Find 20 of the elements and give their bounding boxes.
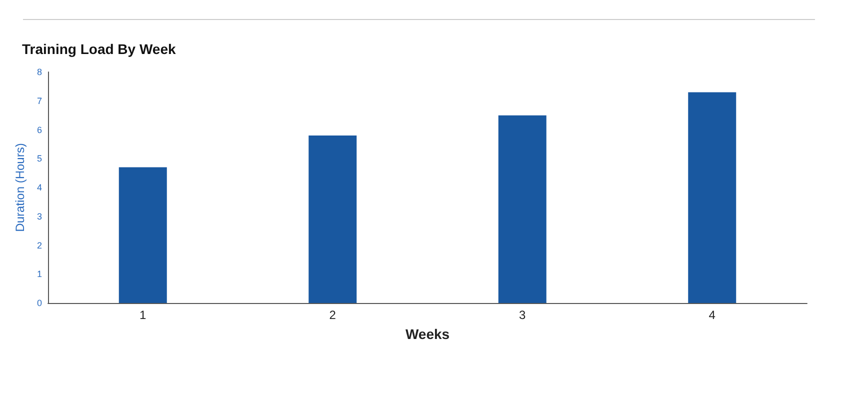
- y-tick-label: 3: [36, 211, 42, 222]
- x-tick-label: 3: [519, 308, 526, 322]
- y-tick-label: 2: [36, 240, 42, 250]
- y-tick-label: 6: [36, 124, 42, 135]
- bar: [688, 92, 736, 303]
- chart-title: Training Load By Week: [22, 41, 176, 57]
- bar: [498, 115, 546, 303]
- x-tick-label: 1: [140, 308, 147, 322]
- y-tick-label: 7: [36, 96, 42, 106]
- y-tick-label: 8: [36, 67, 42, 77]
- bar: [308, 136, 357, 303]
- y-tick-label: 1: [36, 269, 42, 280]
- x-axis-title: Weeks: [405, 326, 450, 342]
- y-tick-label: 0: [36, 298, 42, 308]
- bar: [118, 167, 167, 303]
- y-tick-label: 4: [36, 182, 42, 192]
- y-axis-title: Duration (Hours): [13, 143, 28, 232]
- x-tick-label: 2: [329, 308, 336, 322]
- y-tick-label: 5: [36, 154, 42, 164]
- x-tick-label: 4: [708, 308, 716, 322]
